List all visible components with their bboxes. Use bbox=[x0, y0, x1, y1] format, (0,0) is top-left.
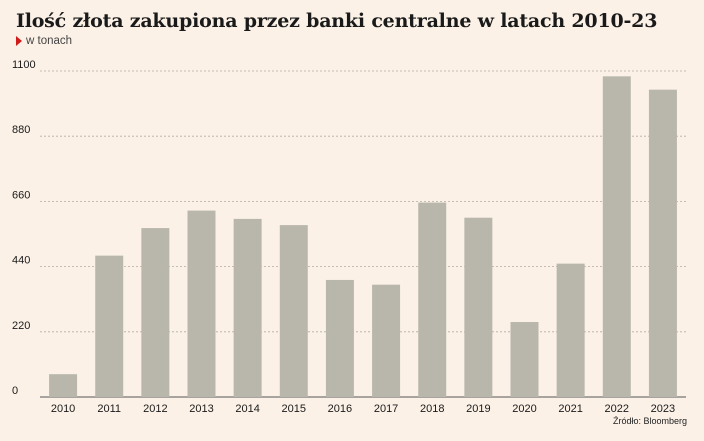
bar-2012 bbox=[141, 228, 170, 397]
chart-title: Ilość złota zakupiona przez banki centra… bbox=[16, 10, 658, 32]
y-tick-label: 0 bbox=[12, 385, 18, 397]
bar-2016 bbox=[325, 279, 354, 397]
y-tick-label: 440 bbox=[12, 255, 30, 267]
bar-2010 bbox=[49, 374, 78, 397]
bar-2020 bbox=[510, 322, 539, 397]
bar-2018 bbox=[418, 202, 447, 397]
bar-2015 bbox=[279, 225, 308, 397]
bar-2014 bbox=[233, 218, 262, 397]
bar-2013 bbox=[187, 210, 216, 397]
bar-2017 bbox=[372, 284, 401, 397]
bar-2011 bbox=[95, 255, 124, 397]
x-tick-label: 2013 bbox=[189, 403, 213, 415]
x-tick-label: 2012 bbox=[143, 403, 167, 415]
x-tick-label: 2016 bbox=[328, 403, 352, 415]
bar-2021 bbox=[556, 263, 585, 397]
x-tick-label: 2023 bbox=[651, 403, 675, 415]
x-tick-label: 2018 bbox=[420, 403, 444, 415]
bar-2023 bbox=[648, 89, 677, 398]
x-tick-label: 2010 bbox=[51, 403, 75, 415]
y-tick-label: 880 bbox=[12, 124, 30, 136]
red-triangle-icon bbox=[16, 36, 22, 46]
y-tick-label: 660 bbox=[12, 189, 30, 201]
x-tick-label: 2021 bbox=[558, 403, 582, 415]
x-tick-label: 2015 bbox=[282, 403, 306, 415]
x-tick-label: 2019 bbox=[466, 403, 490, 415]
x-tick-label: 2011 bbox=[97, 403, 121, 415]
unit-label: w tonach bbox=[26, 35, 73, 47]
y-tick-label: 1100 bbox=[12, 59, 36, 71]
x-tick-label: 2022 bbox=[605, 403, 629, 415]
bar-2019 bbox=[464, 217, 493, 397]
x-tick-label: 2014 bbox=[235, 403, 259, 415]
source-note: Źródło: Bloomberg bbox=[612, 416, 687, 426]
x-tick-label: 2017 bbox=[374, 403, 398, 415]
bar-2022 bbox=[602, 76, 631, 398]
chart-subtitle: w tonach bbox=[16, 35, 72, 47]
y-tick-label: 220 bbox=[12, 320, 30, 332]
x-tick-label: 2020 bbox=[512, 403, 536, 415]
